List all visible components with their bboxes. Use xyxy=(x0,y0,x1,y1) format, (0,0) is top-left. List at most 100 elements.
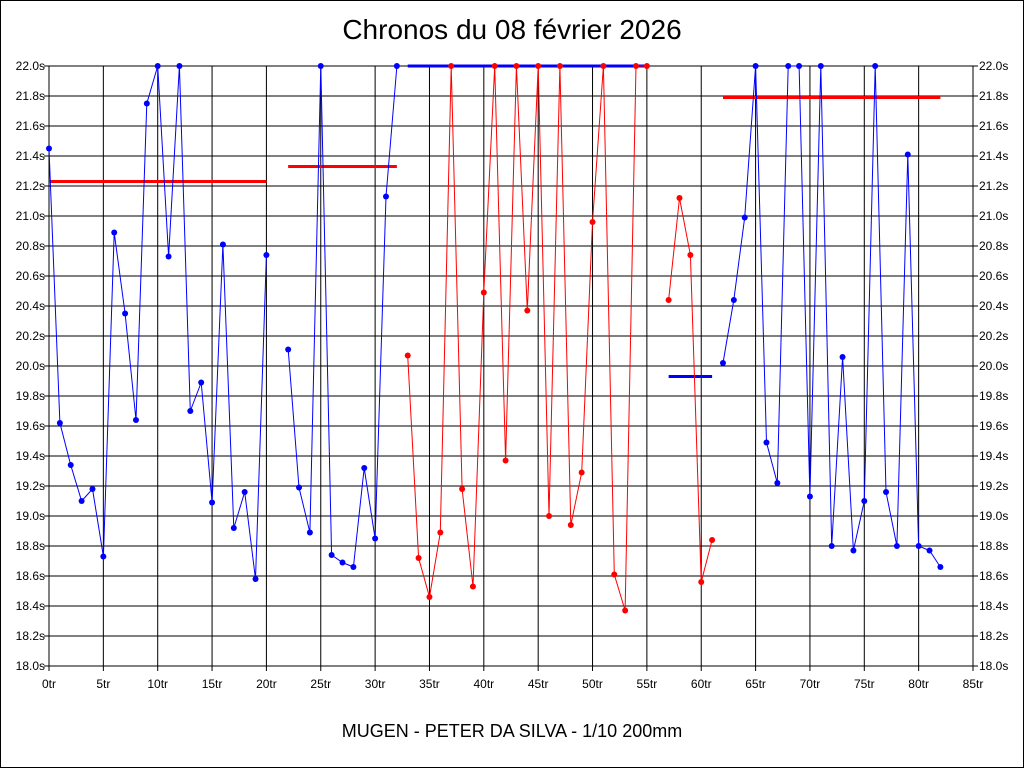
data-point xyxy=(730,297,737,303)
y-tick-label: 22.0s xyxy=(16,59,45,73)
data-point xyxy=(165,253,172,260)
data-point xyxy=(296,484,303,491)
data-point xyxy=(209,499,216,506)
x-tick-label: 15tr xyxy=(202,677,223,691)
y-tick-label-right: 20.0s xyxy=(979,359,1008,373)
y-tick-label-right: 21.4s xyxy=(979,149,1008,163)
x-tick-label: 10tr xyxy=(147,677,168,691)
x-tick-label: 50tr xyxy=(582,677,603,691)
y-tick-label-right: 20.2s xyxy=(979,329,1008,343)
y-tick-label: 21.4s xyxy=(16,149,45,163)
data-point xyxy=(404,352,411,359)
data-point xyxy=(491,63,498,69)
data-point xyxy=(230,525,237,531)
series-line xyxy=(407,65,647,611)
y-tick-label: 18.8s xyxy=(16,539,45,553)
x-tick-label: 45tr xyxy=(528,677,549,691)
data-point xyxy=(915,543,922,549)
data-point xyxy=(111,229,118,236)
data-point xyxy=(600,63,607,69)
data-point xyxy=(252,576,259,582)
y-tick-label: 20.0s xyxy=(16,359,45,373)
data-point xyxy=(546,513,553,519)
data-point xyxy=(328,552,335,558)
y-tick-label-right: 21.0s xyxy=(979,209,1008,223)
data-point xyxy=(524,307,531,314)
data-point xyxy=(306,529,313,536)
data-point xyxy=(665,297,672,303)
x-tick-label: 40tr xyxy=(473,677,494,691)
data-point xyxy=(459,486,466,492)
data-point xyxy=(426,594,433,600)
data-point xyxy=(372,535,379,542)
x-tick-label: 25tr xyxy=(310,677,331,691)
data-point xyxy=(132,417,139,423)
y-tick-label-right: 21.6s xyxy=(979,119,1008,133)
data-point xyxy=(187,408,194,414)
y-tick-label-right: 18.6s xyxy=(979,569,1008,583)
x-tick-label: 55tr xyxy=(637,677,658,691)
data-point xyxy=(643,63,650,69)
data-point xyxy=(589,219,596,225)
data-point xyxy=(850,547,857,554)
data-point xyxy=(393,63,400,69)
y-tick-label: 19.6s xyxy=(16,419,45,433)
grid xyxy=(48,65,974,667)
data-point xyxy=(622,607,629,614)
data-point xyxy=(883,489,890,495)
y-tick-label-right: 21.2s xyxy=(979,179,1008,193)
x-tick-label: 60tr xyxy=(691,677,712,691)
data-point xyxy=(676,195,683,201)
data-point xyxy=(46,145,52,152)
y-tick-label-right: 19.2s xyxy=(979,479,1008,493)
data-point xyxy=(633,63,640,69)
data-point xyxy=(176,63,183,69)
y-tick-label-right: 20.6s xyxy=(979,269,1008,283)
y-tick-label-right: 21.8s xyxy=(979,89,1008,103)
data-point xyxy=(67,462,74,468)
data-point xyxy=(122,310,129,317)
data-point xyxy=(263,252,270,258)
data-point xyxy=(796,63,803,69)
data-point xyxy=(350,564,357,570)
data-point xyxy=(719,360,726,366)
data-point xyxy=(56,420,63,426)
y-tick-label: 21.2s xyxy=(16,179,45,193)
data-point xyxy=(556,63,563,69)
x-tick-label: 85tr xyxy=(963,677,984,691)
data-point xyxy=(143,100,150,107)
data-point xyxy=(709,537,716,543)
y-tick-label: 21.6s xyxy=(16,119,45,133)
y-tick-label: 18.6s xyxy=(16,569,45,583)
data-point xyxy=(861,498,868,504)
y-tick-label-right: 19.4s xyxy=(979,449,1008,463)
data-point xyxy=(219,241,226,248)
data-point xyxy=(448,63,455,69)
chart-title: Chronos du 08 février 2026 xyxy=(342,14,682,45)
y-tick-label-right: 19.6s xyxy=(979,419,1008,433)
data-point xyxy=(926,547,933,554)
x-tick-label: 75tr xyxy=(854,677,875,691)
data-point xyxy=(535,63,542,69)
y-tick-label: 20.2s xyxy=(16,329,45,343)
y-tick-label-right: 19.0s xyxy=(979,509,1008,523)
y-tick-label: 20.6s xyxy=(16,269,45,283)
data-point xyxy=(872,63,879,69)
y-tick-label: 18.0s xyxy=(16,659,45,673)
x-tick-label: 30tr xyxy=(365,677,386,691)
data-point xyxy=(469,583,476,590)
data-point xyxy=(817,63,824,69)
y-tick-label-right: 18.2s xyxy=(979,629,1008,643)
y-axis-left: 18.0s 18.2s 18.4s 18.6s 18.8s 19.0s 19.2s 19.4s… xyxy=(16,59,49,673)
y-tick-label: 21.0s xyxy=(16,209,45,223)
data-point xyxy=(752,63,759,69)
series-line xyxy=(287,65,398,568)
y-tick-label: 19.2s xyxy=(16,479,45,493)
data-point xyxy=(382,193,389,200)
y-tick-label: 19.4s xyxy=(16,449,45,463)
data-point xyxy=(502,457,509,464)
y-tick-label-right: 18.4s xyxy=(979,599,1008,613)
x-tick-label: 35tr xyxy=(419,677,440,691)
y-tick-label: 21.8s xyxy=(16,89,45,103)
